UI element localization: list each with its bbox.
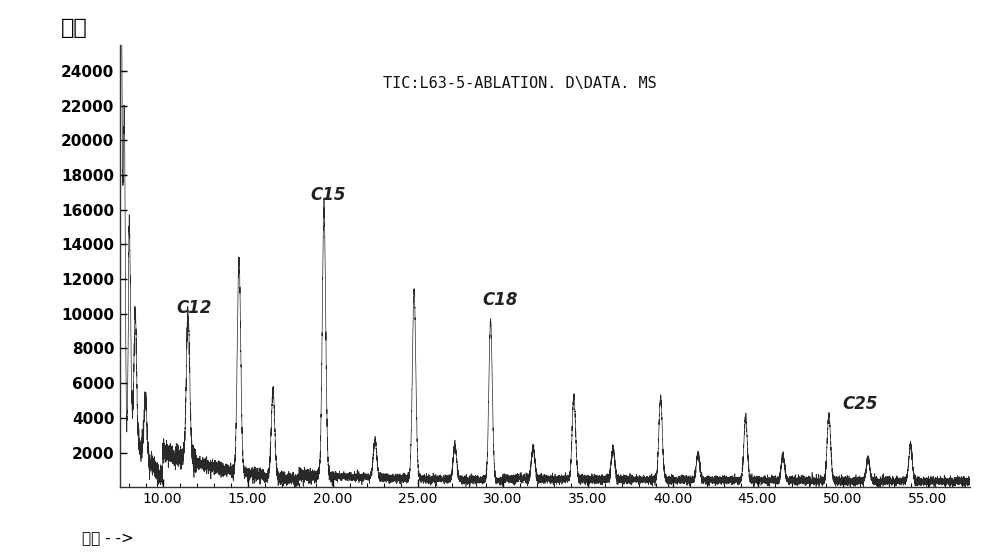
Text: C12: C12 bbox=[176, 299, 212, 317]
Text: C15: C15 bbox=[310, 186, 346, 204]
Text: C18: C18 bbox=[482, 291, 518, 309]
Text: TIC:L63-5-ABLATION. D\DATA. MS: TIC:L63-5-ABLATION. D\DATA. MS bbox=[383, 76, 656, 91]
Text: C25: C25 bbox=[842, 395, 878, 413]
Text: 时间 - ->: 时间 - -> bbox=[82, 531, 134, 547]
Text: 丰度: 丰度 bbox=[60, 18, 87, 38]
